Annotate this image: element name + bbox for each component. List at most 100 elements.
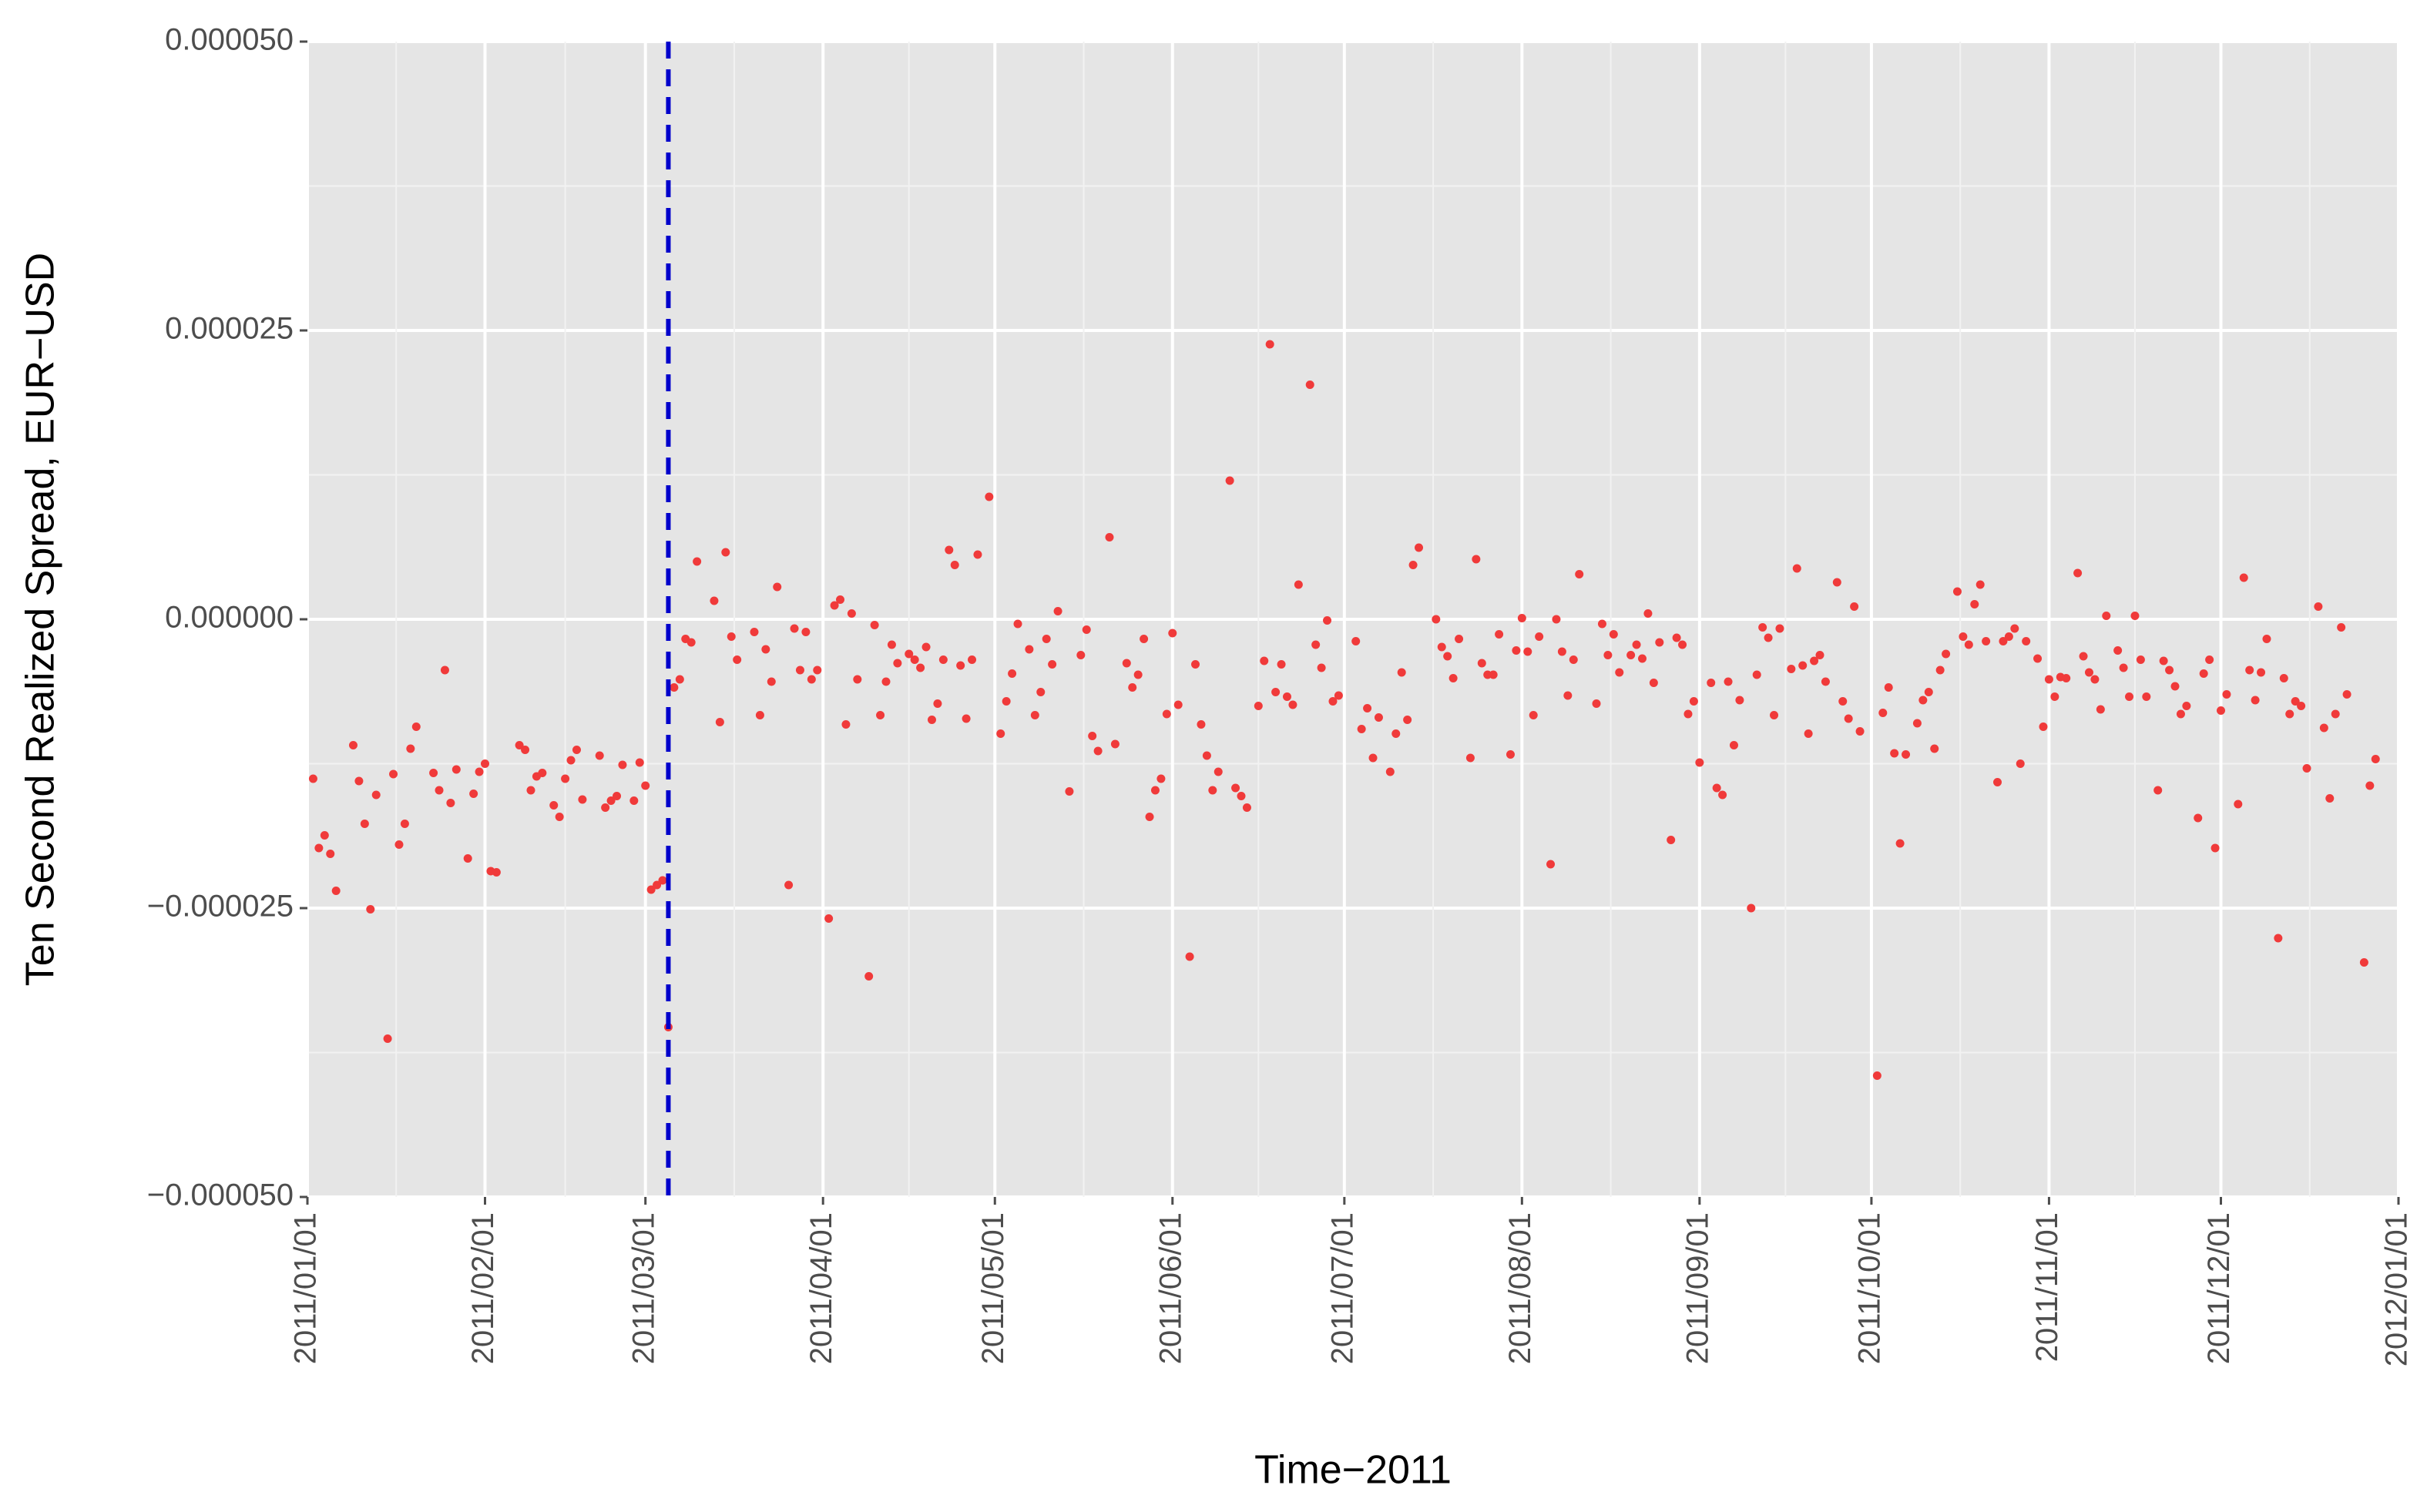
point [429, 769, 438, 777]
point [1465, 753, 1475, 763]
point [1557, 647, 1566, 656]
point [733, 655, 742, 664]
point [538, 769, 547, 777]
point [1597, 619, 1606, 629]
point [1254, 702, 1263, 710]
point [1552, 615, 1561, 624]
point [2119, 663, 2128, 672]
point [492, 868, 501, 877]
x-tick-label: 2011/12/01 [2202, 1212, 2236, 1364]
point [1076, 651, 1086, 659]
point [1443, 652, 1452, 661]
point [371, 790, 381, 800]
point [727, 632, 736, 641]
point [326, 850, 335, 858]
point [2176, 709, 2185, 719]
point [1036, 688, 1046, 696]
point [1637, 654, 1647, 663]
point [1529, 711, 1538, 719]
point [1615, 668, 1624, 677]
y-tick-label: 0.000000 [165, 601, 294, 635]
point [348, 741, 358, 749]
point [916, 663, 925, 672]
x-axis-title: Time−2011 [1254, 1448, 1452, 1493]
point [1282, 692, 1291, 701]
x-tick-label: 2011/11/01 [2030, 1212, 2064, 1362]
x-tick-label: 2012/01/01 [2380, 1212, 2414, 1366]
point [2016, 759, 2025, 768]
point [2194, 813, 2203, 823]
point [1689, 697, 1698, 706]
point [790, 624, 799, 633]
point [1025, 645, 1034, 654]
point [670, 683, 679, 692]
point [1489, 670, 1498, 679]
point [1655, 638, 1664, 647]
point [721, 548, 730, 557]
point [606, 796, 616, 805]
point [2159, 656, 2168, 665]
point [841, 720, 851, 729]
point [1821, 677, 1830, 686]
point [1683, 709, 1693, 719]
y-tick-label: 0.000025 [165, 312, 294, 346]
point [1105, 533, 1114, 541]
point [2079, 652, 2088, 661]
point [2222, 690, 2231, 699]
point [784, 880, 794, 890]
point [1912, 719, 1922, 728]
point [1804, 729, 1813, 738]
point [1323, 616, 1332, 625]
point [635, 758, 644, 767]
point [1013, 619, 1022, 629]
point [1810, 656, 1819, 665]
point [2199, 669, 2208, 678]
point [1260, 656, 1269, 665]
point [1632, 640, 1641, 649]
y-axis-title: Ten Second Realized Spread, EUR−USD [18, 253, 63, 986]
point [1317, 663, 1326, 672]
point [1385, 767, 1395, 776]
point [469, 790, 478, 798]
point [1609, 630, 1618, 639]
point [613, 792, 622, 800]
point [1775, 624, 1784, 633]
point [1649, 679, 1658, 687]
point [521, 746, 530, 754]
point [1902, 750, 1911, 759]
point [2022, 637, 2031, 645]
point [1202, 751, 1211, 760]
point [1895, 839, 1905, 848]
point [1952, 587, 1962, 596]
y-tick-label: 0.000050 [165, 23, 294, 57]
point [876, 711, 885, 719]
point [1724, 677, 1733, 686]
point [1403, 716, 1412, 724]
point [2084, 668, 2093, 677]
point [1993, 778, 2002, 786]
point [555, 813, 564, 821]
point [1351, 637, 1361, 645]
point [515, 741, 524, 749]
point [1357, 725, 1366, 733]
point [1546, 860, 1556, 869]
point [1872, 1071, 1882, 1080]
point [1265, 340, 1274, 349]
point [973, 550, 982, 559]
point [1305, 381, 1314, 389]
point [653, 880, 662, 890]
x-tick-label: 2011/07/01 [1325, 1212, 1359, 1364]
point [1334, 691, 1343, 700]
point [1764, 633, 1773, 642]
point [1942, 649, 1951, 659]
point [962, 714, 971, 723]
point [1535, 632, 1544, 641]
point [1890, 749, 1899, 758]
point [1678, 640, 1687, 649]
point [1838, 697, 1848, 706]
point [1328, 697, 1338, 706]
point [1374, 713, 1383, 722]
point [1563, 691, 1573, 700]
point [1053, 607, 1062, 615]
